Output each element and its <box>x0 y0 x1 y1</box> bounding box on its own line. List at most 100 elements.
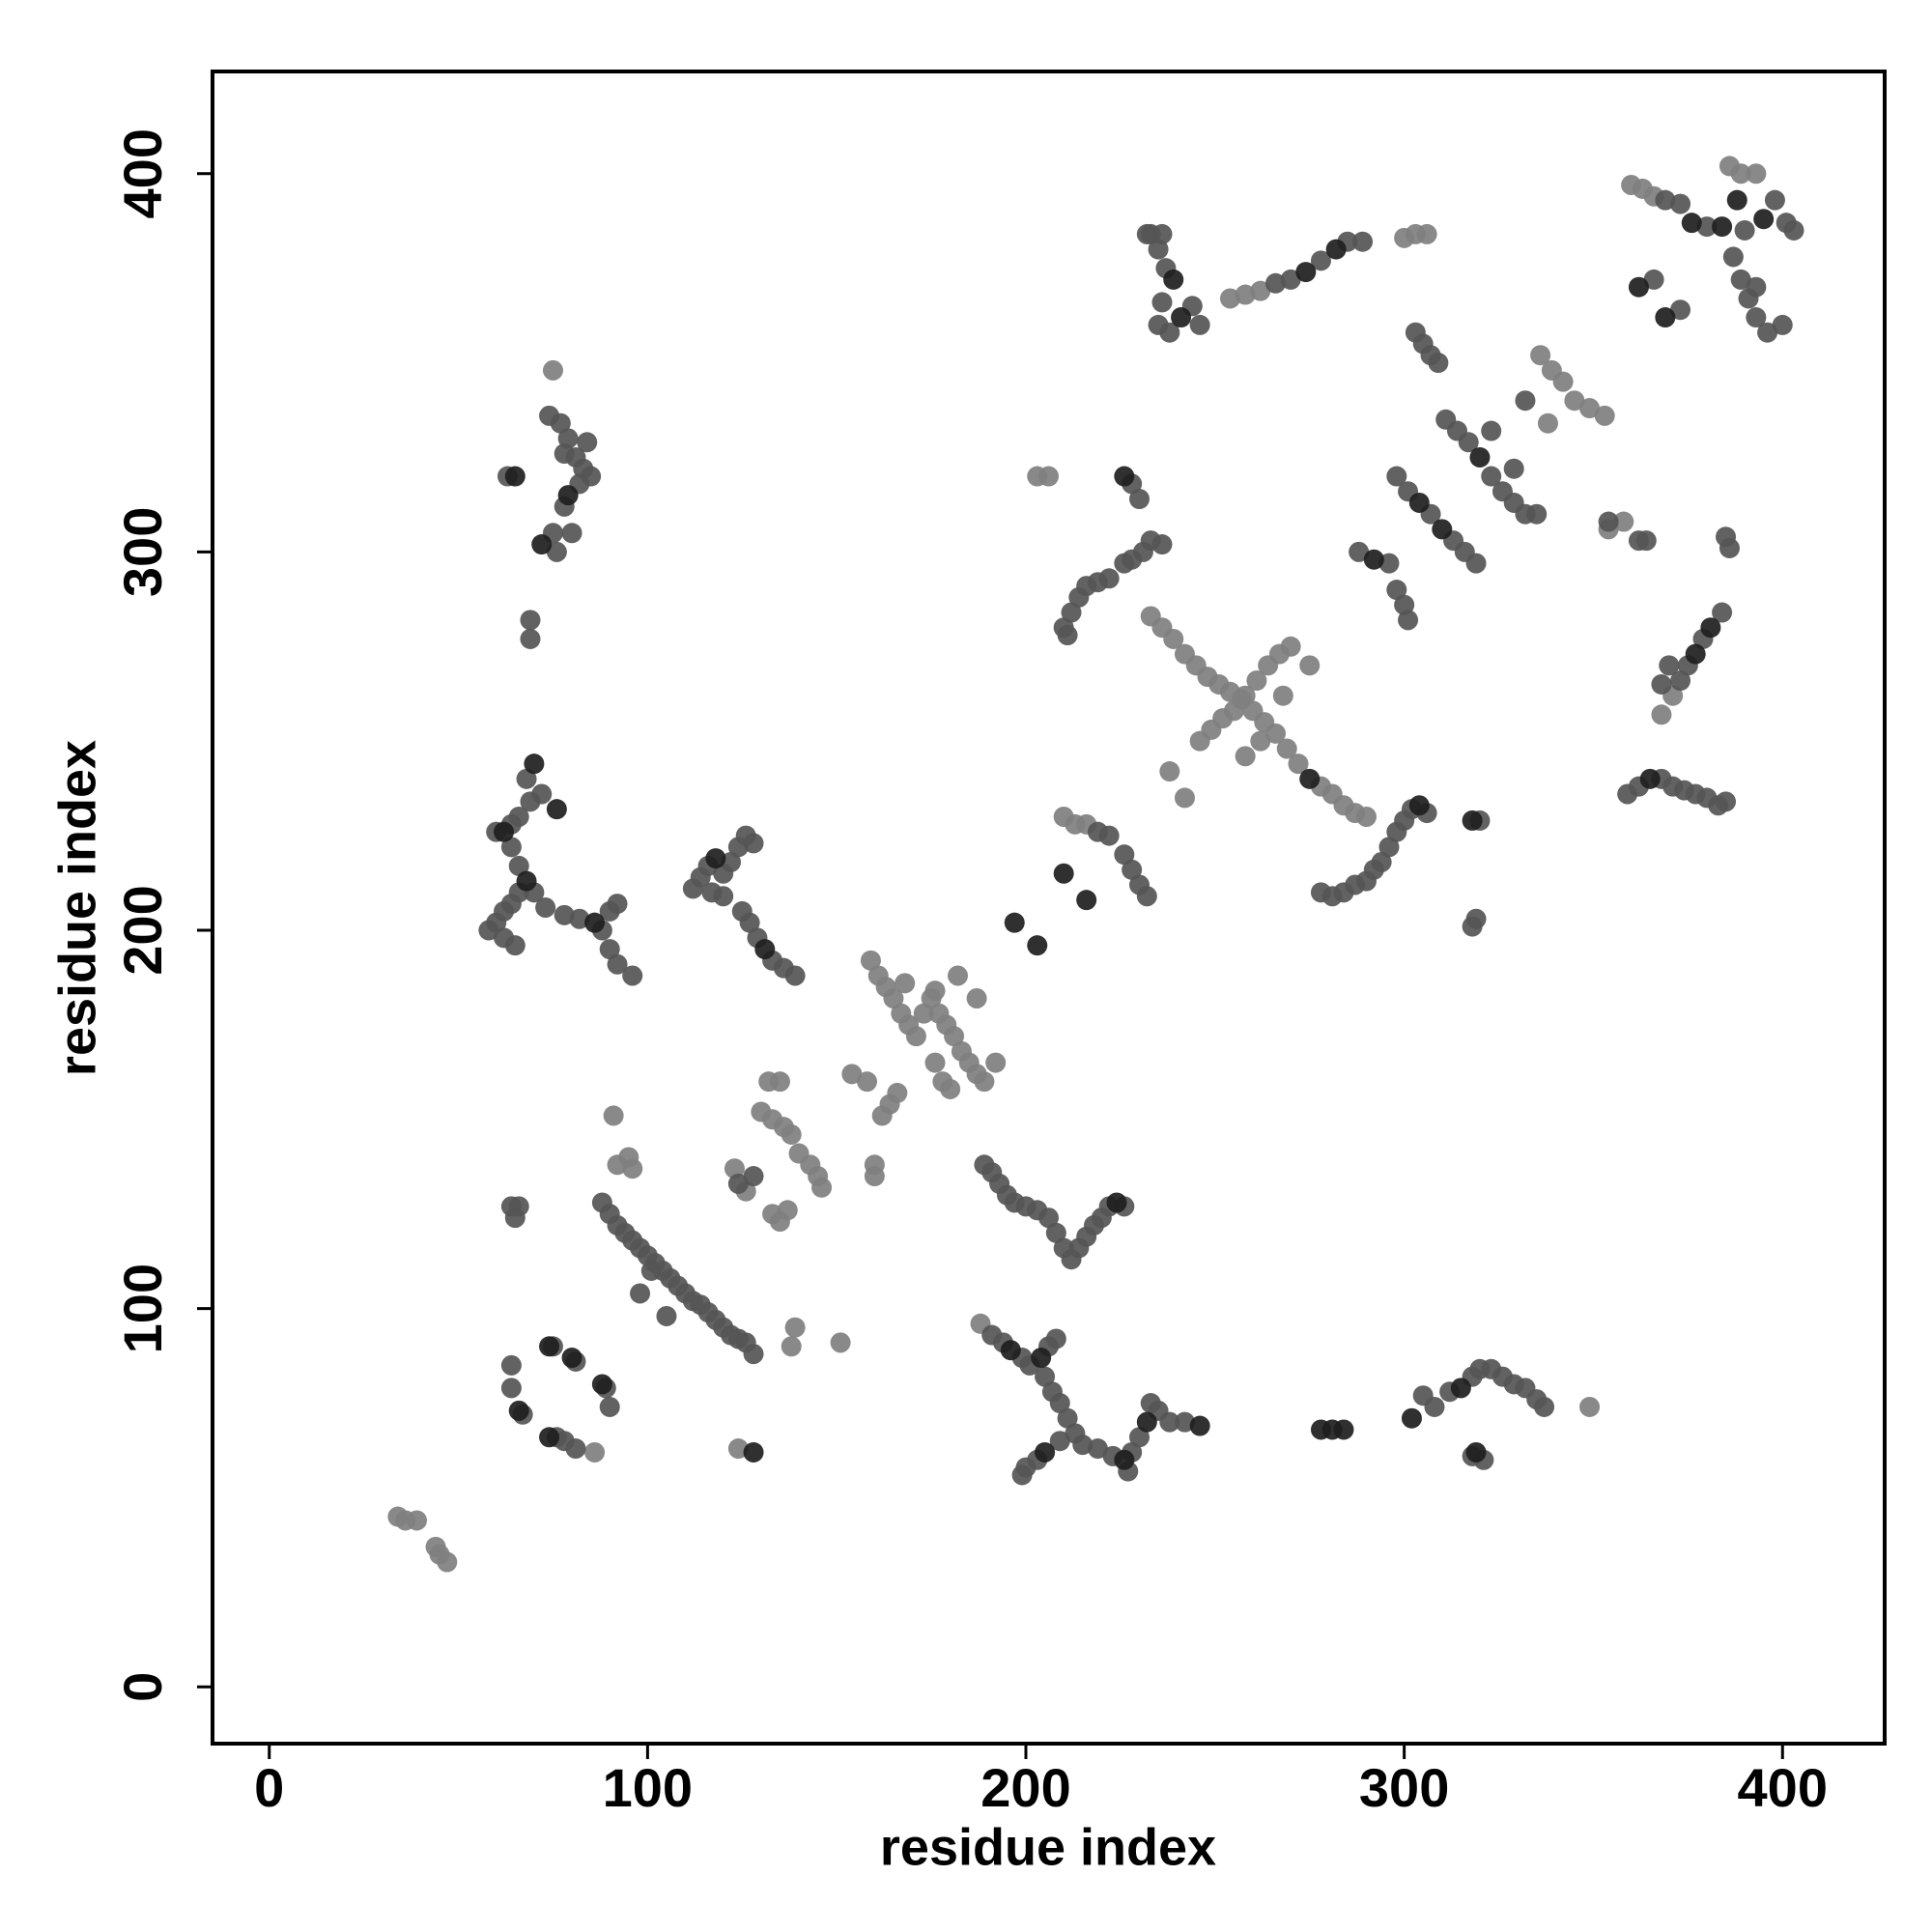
point <box>630 1283 651 1304</box>
point <box>1057 1407 1078 1429</box>
point <box>599 939 620 960</box>
point <box>1114 844 1135 866</box>
point <box>1072 1435 1094 1456</box>
point <box>1114 553 1135 574</box>
point <box>1189 314 1210 335</box>
point <box>1465 553 1487 574</box>
point <box>1235 746 1256 767</box>
point <box>1462 916 1483 937</box>
point <box>1098 825 1120 846</box>
point <box>1136 1411 1157 1433</box>
point <box>1772 314 1793 335</box>
point <box>656 1305 677 1326</box>
point <box>1424 1396 1445 1417</box>
point <box>1000 1340 1021 1361</box>
point <box>1171 307 1192 328</box>
point <box>1087 1438 1108 1460</box>
point <box>1378 553 1400 574</box>
point <box>1432 519 1453 540</box>
point <box>1035 1441 1056 1463</box>
point <box>557 428 579 449</box>
point <box>508 1400 529 1421</box>
point <box>500 837 522 858</box>
point <box>1151 292 1173 313</box>
point <box>1730 269 1751 290</box>
point <box>1349 541 1370 562</box>
point <box>1481 466 1502 487</box>
point <box>584 1441 606 1463</box>
y-tick-label: 300 <box>112 507 173 597</box>
point <box>966 987 987 1009</box>
point <box>713 886 734 907</box>
point <box>539 1427 560 1448</box>
y-axis-label: residue index <box>48 740 106 1076</box>
point <box>1408 492 1430 513</box>
point <box>1712 602 1733 623</box>
point <box>1189 1415 1210 1436</box>
point <box>1276 738 1297 759</box>
point <box>1011 1464 1033 1486</box>
point <box>1223 700 1244 722</box>
point <box>1159 1411 1180 1433</box>
point <box>948 965 969 986</box>
point <box>1515 390 1536 412</box>
point <box>1416 223 1437 244</box>
point <box>1635 530 1657 552</box>
point <box>1712 216 1733 238</box>
point <box>557 485 579 506</box>
point <box>1783 219 1804 241</box>
point <box>1049 1431 1070 1452</box>
point <box>531 534 553 555</box>
point <box>1163 628 1184 649</box>
point <box>1038 466 1059 487</box>
point <box>1288 753 1309 775</box>
point <box>622 1158 643 1179</box>
point <box>1458 432 1479 453</box>
point <box>777 1200 798 1221</box>
point <box>864 1154 885 1176</box>
point <box>940 1078 961 1099</box>
point <box>1450 1378 1471 1399</box>
point <box>508 1196 529 1217</box>
point <box>1035 1366 1056 1387</box>
point <box>500 1354 522 1376</box>
point <box>1140 1393 1161 1414</box>
point <box>1264 272 1286 294</box>
point <box>1272 685 1293 706</box>
point <box>1526 503 1548 525</box>
x-tick-label: 400 <box>1738 1757 1828 1818</box>
point <box>1722 246 1744 268</box>
point <box>599 1396 620 1417</box>
point <box>743 833 764 854</box>
point <box>1594 405 1615 426</box>
point <box>1579 1396 1601 1417</box>
point <box>1746 163 1767 185</box>
point <box>1651 704 1672 725</box>
point <box>554 904 575 925</box>
point <box>1122 859 1143 880</box>
point <box>1655 307 1676 328</box>
point <box>1552 371 1574 392</box>
point <box>1333 1419 1354 1440</box>
point <box>1386 580 1407 601</box>
point <box>591 1374 612 1395</box>
point <box>1355 807 1377 828</box>
point <box>1598 511 1619 532</box>
point <box>743 1344 764 1365</box>
y-tick-label: 200 <box>112 885 173 975</box>
point <box>1264 723 1286 744</box>
point <box>561 523 582 544</box>
point <box>1685 643 1706 665</box>
point <box>913 1003 934 1024</box>
point <box>520 610 541 631</box>
point <box>1174 1411 1195 1433</box>
point <box>1764 189 1785 211</box>
point <box>1004 912 1025 933</box>
point <box>603 1105 624 1126</box>
point <box>406 1510 427 1531</box>
point <box>860 950 881 971</box>
point <box>1628 276 1649 298</box>
point <box>944 1026 965 1047</box>
point <box>1038 1208 1059 1229</box>
point <box>1696 216 1718 238</box>
